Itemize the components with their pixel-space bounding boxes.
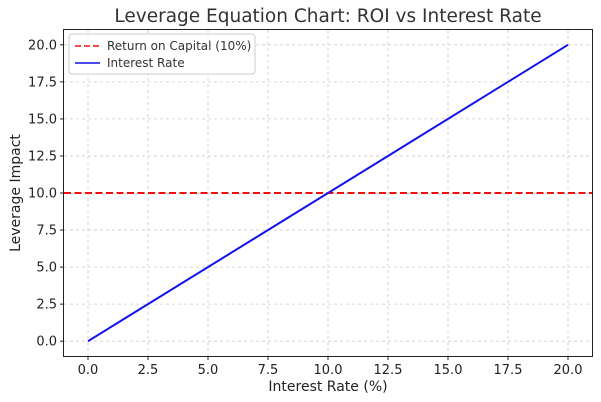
x-tick-label: 20.0 — [554, 363, 583, 378]
y-tick-label: 10.0 — [28, 187, 57, 202]
y-axis-label: Leverage Impact — [8, 134, 24, 252]
y-tick-label: 15.0 — [28, 112, 57, 127]
x-tick-label: 5.0 — [198, 363, 219, 378]
y-tick-label: 12.5 — [28, 149, 57, 164]
x-tick-label: 7.5 — [258, 363, 279, 378]
x-tick-label: 12.5 — [374, 363, 403, 378]
legend-box — [68, 33, 256, 75]
y-tick-label: 5.0 — [36, 261, 57, 276]
y-tick-label: 2.5 — [36, 298, 57, 313]
y-tick-label: 7.5 — [36, 224, 57, 239]
series-line-interest-rate — [87, 43, 569, 343]
chart-title: Leverage Equation Chart: ROI vs Interest… — [114, 6, 541, 27]
x-tick-label: 15.0 — [434, 363, 463, 378]
x-tick-label: 10.0 — [314, 363, 343, 378]
legend-label-roc: Return on Capital (10%) — [107, 39, 251, 53]
legend-label-interest: Interest Rate — [107, 56, 185, 70]
grid-lines — [64, 30, 592, 356]
y-tick-label: 20.0 — [28, 38, 57, 53]
series-layer — [64, 43, 592, 343]
x-tick-label: 2.5 — [138, 363, 159, 378]
y-axis-ticks: 0.0 2.5 5.0 7.5 10.0 12.5 15.0 17.5 20.0 — [28, 38, 64, 350]
x-axis-label: Interest Rate (%) — [268, 379, 387, 395]
legend: Return on Capital (10%) Interest Rate — [68, 33, 256, 75]
x-tick-label: 0.0 — [78, 363, 99, 378]
y-tick-label: 17.5 — [28, 75, 57, 90]
x-axis-ticks: 0.0 2.5 5.0 7.5 10.0 12.5 15.0 17.5 20.0 — [78, 356, 583, 378]
x-tick-label: 17.5 — [494, 363, 523, 378]
y-tick-label: 0.0 — [36, 335, 57, 350]
